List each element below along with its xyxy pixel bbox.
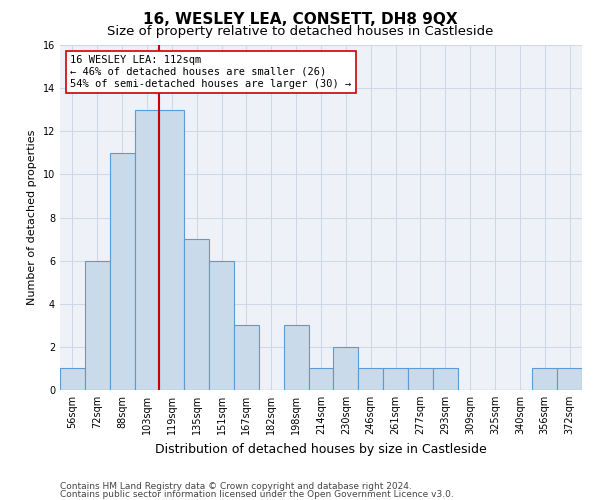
- Y-axis label: Number of detached properties: Number of detached properties: [27, 130, 37, 305]
- Text: 16 WESLEY LEA: 112sqm
← 46% of detached houses are smaller (26)
54% of semi-deta: 16 WESLEY LEA: 112sqm ← 46% of detached …: [70, 56, 352, 88]
- Bar: [334, 347, 358, 390]
- Text: Size of property relative to detached houses in Castleside: Size of property relative to detached ho…: [107, 25, 493, 38]
- Bar: [134, 110, 160, 390]
- Bar: [85, 260, 110, 390]
- Bar: [557, 368, 582, 390]
- Bar: [358, 368, 383, 390]
- Bar: [60, 368, 85, 390]
- Bar: [408, 368, 433, 390]
- X-axis label: Distribution of detached houses by size in Castleside: Distribution of detached houses by size …: [155, 442, 487, 456]
- Bar: [532, 368, 557, 390]
- Bar: [184, 239, 209, 390]
- Text: 16, WESLEY LEA, CONSETT, DH8 9QX: 16, WESLEY LEA, CONSETT, DH8 9QX: [143, 12, 457, 28]
- Bar: [433, 368, 458, 390]
- Bar: [383, 368, 408, 390]
- Text: Contains public sector information licensed under the Open Government Licence v3: Contains public sector information licen…: [60, 490, 454, 499]
- Text: Contains HM Land Registry data © Crown copyright and database right 2024.: Contains HM Land Registry data © Crown c…: [60, 482, 412, 491]
- Bar: [308, 368, 334, 390]
- Bar: [234, 326, 259, 390]
- Bar: [110, 153, 134, 390]
- Bar: [209, 260, 234, 390]
- Bar: [284, 326, 308, 390]
- Bar: [160, 110, 184, 390]
